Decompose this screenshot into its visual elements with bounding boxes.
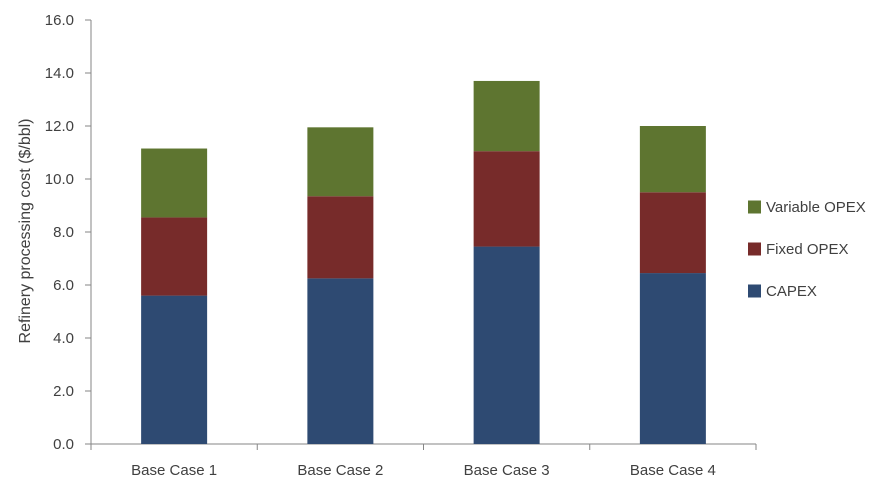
bar-segment-capex (473, 246, 540, 444)
legend: Variable OPEX Fixed OPEX CAPEX (748, 199, 866, 300)
legend-swatch (748, 284, 761, 298)
bar-segment-variable-opex (141, 148, 208, 218)
x-category-label: Base Case 4 (630, 462, 716, 479)
labels: 0.0 2.0 4.0 6.0 8.0 10.0 12.0 14.0 16.0 Base Case… (45, 12, 716, 479)
y-tick-label: 12.0 (45, 118, 74, 135)
y-tick-label: 10.0 (45, 171, 74, 188)
legend-swatch (748, 200, 761, 214)
legend-swatch (748, 242, 761, 256)
bar-segment-fixed-opex (639, 192, 706, 274)
bars (141, 80, 706, 444)
bar-segment-capex (307, 278, 374, 444)
bar-segment-variable-opex (473, 80, 540, 152)
bar-segment-fixed-opex (473, 151, 540, 247)
legend-label: Variable OPEX (766, 199, 866, 216)
y-tick-label: 16.0 (45, 12, 74, 29)
legend-label: CAPEX (766, 283, 817, 300)
y-axis-title: Refinery processing cost ($/bbl) (17, 119, 34, 344)
x-category-label: Base Case 2 (297, 462, 383, 479)
bar-segment-capex (141, 295, 208, 444)
y-tick-label: 8.0 (53, 224, 74, 241)
x-category-label: Base Case 1 (131, 462, 217, 479)
legend-label: Fixed OPEX (766, 241, 849, 258)
bar-segment-variable-opex (639, 126, 706, 193)
x-category-label: Base Case 3 (464, 462, 550, 479)
bar-segment-capex (639, 273, 706, 444)
y-tick-label: 2.0 (53, 383, 74, 400)
y-tick-label: 4.0 (53, 330, 74, 347)
bar-segment-variable-opex (307, 127, 374, 197)
bar-segment-fixed-opex (141, 217, 208, 296)
bar-segment-fixed-opex (307, 196, 374, 279)
y-tick-label: 0.0 (53, 436, 74, 453)
y-tick-label: 6.0 (53, 277, 74, 294)
y-tick-label: 14.0 (45, 65, 74, 82)
